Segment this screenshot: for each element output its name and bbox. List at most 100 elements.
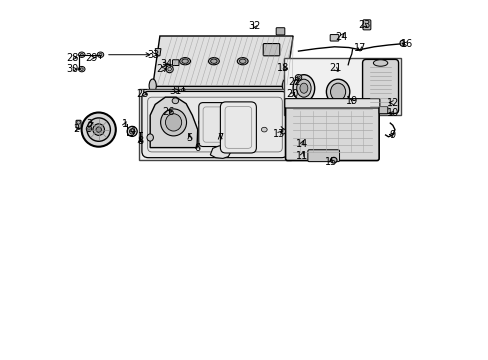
FancyBboxPatch shape [284,99,379,108]
Text: 18: 18 [277,63,289,73]
Polygon shape [210,146,230,158]
Ellipse shape [281,129,285,134]
Ellipse shape [179,58,190,65]
Bar [284,58,400,115]
Ellipse shape [239,59,245,63]
Ellipse shape [167,67,171,71]
FancyBboxPatch shape [329,35,338,41]
Ellipse shape [211,134,216,139]
Text: 16: 16 [400,39,412,49]
Text: 14: 14 [295,139,307,149]
Text: 5: 5 [186,132,192,143]
Text: 4: 4 [130,126,136,136]
Ellipse shape [86,126,91,131]
Text: 26: 26 [162,107,174,117]
Ellipse shape [87,118,110,141]
Ellipse shape [238,134,244,139]
Ellipse shape [127,126,137,136]
Ellipse shape [79,52,85,57]
Ellipse shape [399,40,404,46]
Ellipse shape [159,134,164,139]
Text: 33: 33 [147,50,160,60]
Ellipse shape [182,59,188,63]
Ellipse shape [77,121,80,124]
FancyBboxPatch shape [362,20,370,30]
Text: 34: 34 [160,59,172,69]
Ellipse shape [261,127,266,132]
Text: 3: 3 [86,119,92,129]
Text: 19: 19 [346,96,358,106]
Ellipse shape [330,157,336,163]
Text: 15: 15 [324,157,336,167]
Ellipse shape [182,88,184,91]
Text: 23: 23 [358,20,370,30]
Ellipse shape [87,128,90,130]
FancyBboxPatch shape [307,150,339,162]
Ellipse shape [208,58,219,65]
FancyBboxPatch shape [142,91,287,158]
FancyBboxPatch shape [172,60,179,66]
Text: 20: 20 [285,89,298,99]
Polygon shape [150,97,197,148]
Bar [139,89,290,160]
FancyBboxPatch shape [76,120,81,128]
Text: 2: 2 [74,124,80,134]
Text: 27: 27 [156,64,168,74]
Polygon shape [152,36,292,86]
Ellipse shape [183,134,189,139]
Ellipse shape [296,79,310,97]
FancyBboxPatch shape [199,103,228,147]
Ellipse shape [237,58,247,65]
Text: 10: 10 [386,108,398,118]
Ellipse shape [373,60,387,66]
Text: 32: 32 [248,21,260,31]
Polygon shape [152,86,285,99]
Text: 28: 28 [66,53,79,63]
FancyBboxPatch shape [285,99,378,161]
Text: 8: 8 [137,136,143,146]
Ellipse shape [80,68,83,71]
FancyBboxPatch shape [263,44,279,56]
Ellipse shape [363,22,369,28]
Text: 22: 22 [288,77,301,87]
Ellipse shape [129,129,135,134]
Ellipse shape [80,54,83,56]
Ellipse shape [149,79,156,93]
Text: 1: 1 [122,119,128,129]
Ellipse shape [81,112,116,147]
Ellipse shape [99,54,102,56]
Ellipse shape [165,114,182,131]
Ellipse shape [248,120,254,125]
Ellipse shape [225,120,231,125]
Ellipse shape [296,76,300,79]
FancyBboxPatch shape [362,59,398,113]
Ellipse shape [198,120,204,125]
Ellipse shape [151,120,157,125]
Text: 17: 17 [353,42,365,53]
Ellipse shape [96,127,101,132]
Ellipse shape [330,83,345,100]
Ellipse shape [282,79,289,93]
Ellipse shape [160,109,186,136]
Ellipse shape [299,83,307,93]
Ellipse shape [292,75,314,102]
Polygon shape [155,49,161,56]
Ellipse shape [97,52,103,57]
Text: 25: 25 [137,89,149,99]
Text: 12: 12 [386,98,398,108]
Ellipse shape [166,66,173,73]
Ellipse shape [295,75,301,80]
Ellipse shape [93,124,104,135]
Text: 7: 7 [217,132,223,143]
Ellipse shape [146,134,153,141]
Text: 30: 30 [66,64,79,74]
Ellipse shape [173,120,179,125]
Ellipse shape [210,59,217,63]
FancyBboxPatch shape [276,28,284,35]
Ellipse shape [172,98,178,104]
Ellipse shape [325,79,349,104]
Text: 11: 11 [295,150,307,161]
Text: 24: 24 [335,32,347,42]
FancyBboxPatch shape [220,102,256,153]
Text: 31: 31 [169,86,181,96]
